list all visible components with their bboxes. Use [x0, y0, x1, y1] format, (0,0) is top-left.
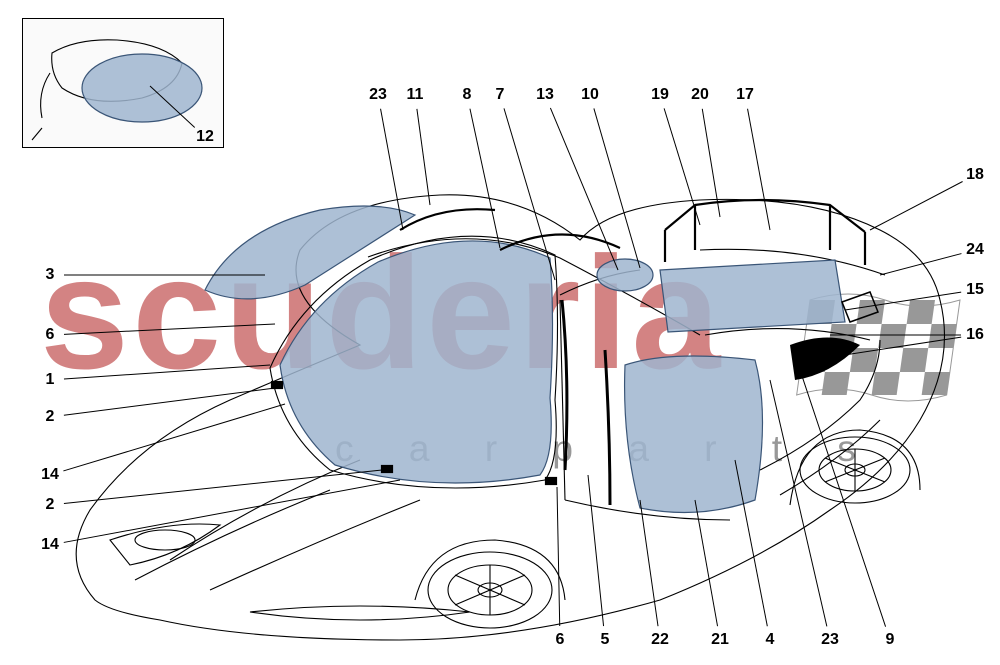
leader-line — [695, 500, 718, 626]
callout-9: 9 — [886, 631, 895, 649]
rear-frame — [665, 200, 865, 265]
leader-line — [64, 470, 382, 504]
trim-pieces — [272, 200, 878, 505]
leader-line — [870, 181, 963, 230]
glass-rear-panel — [660, 260, 845, 332]
leader-line — [880, 254, 961, 275]
leader-line — [470, 109, 500, 248]
clip-left-lower — [272, 382, 282, 388]
callout-23: 23 — [821, 631, 839, 649]
callout-2: 2 — [46, 408, 55, 426]
callout-22: 22 — [651, 631, 669, 649]
callout-15: 15 — [966, 281, 984, 299]
glass-windshield — [280, 241, 553, 483]
leader-line — [557, 487, 560, 626]
leader-line — [64, 324, 275, 334]
callout-24: 24 — [966, 241, 984, 259]
callout-6: 6 — [556, 631, 565, 649]
callout-20: 20 — [691, 86, 709, 104]
callout-13: 13 — [536, 86, 554, 104]
watermark-sub: c a r p a r t s — [335, 427, 878, 470]
leader-line — [381, 109, 403, 230]
callout-11: 11 — [407, 86, 424, 104]
leader-line — [594, 108, 640, 268]
leader-line — [748, 109, 770, 230]
clip-center-lower — [546, 478, 556, 484]
leader-line — [812, 337, 961, 360]
leader-line — [504, 108, 555, 280]
glass-door — [625, 356, 763, 513]
pillar-moulding — [562, 300, 567, 470]
leader-line — [664, 108, 700, 225]
callout-14: 14 — [41, 466, 59, 484]
leader-line — [588, 475, 604, 626]
watermark-flag — [796, 294, 961, 401]
leader-line — [417, 109, 430, 205]
leader-line — [64, 388, 275, 415]
callout-12: 12 — [196, 128, 214, 146]
glass-quarter-left — [205, 206, 415, 299]
callout-2: 2 — [46, 496, 55, 514]
glass-panels — [205, 206, 845, 513]
callout-3: 3 — [46, 266, 55, 284]
leader-line — [770, 380, 827, 626]
callout-10: 10 — [581, 86, 599, 104]
bracket-rear — [842, 292, 878, 322]
callout-7: 7 — [496, 86, 505, 104]
callout-5: 5 — [601, 631, 610, 649]
rear-side-trim — [790, 338, 860, 381]
callout-4: 4 — [766, 631, 775, 649]
callout-18: 18 — [966, 166, 984, 184]
leader-line — [64, 365, 270, 379]
leader-lines — [63, 86, 962, 627]
inset-mirror-box — [22, 18, 224, 148]
leader-line — [550, 108, 618, 270]
car-outline — [76, 195, 944, 640]
callout-19: 19 — [651, 86, 669, 104]
callout-8: 8 — [463, 86, 472, 104]
trim-upper-right — [500, 234, 620, 250]
callout-21: 21 — [711, 631, 729, 649]
callout-1: 1 — [46, 371, 55, 389]
leader-line — [63, 404, 285, 471]
leader-line — [640, 500, 658, 626]
leader-line — [845, 292, 961, 310]
callout-16: 16 — [966, 326, 984, 344]
clip-left-lower-2 — [382, 466, 392, 472]
callout-17: 17 — [736, 86, 754, 104]
callout-14: 14 — [41, 536, 59, 554]
leader-line — [64, 480, 400, 542]
leader-line — [702, 109, 720, 217]
leader-line — [800, 370, 886, 627]
callout-23: 23 — [369, 86, 387, 104]
diagram-stage: { "canvas": { "w": 1000, "h": 665, "bg":… — [0, 0, 1000, 665]
callout-6: 6 — [46, 326, 55, 344]
glass-mirror-car — [597, 259, 653, 291]
trim-upper-left — [400, 209, 495, 230]
door-seal — [605, 350, 610, 505]
watermark-main: scuderia — [40, 221, 724, 405]
leader-line — [735, 460, 767, 626]
